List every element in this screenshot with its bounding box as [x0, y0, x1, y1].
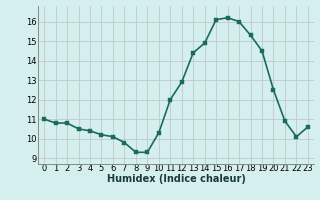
X-axis label: Humidex (Indice chaleur): Humidex (Indice chaleur): [107, 174, 245, 184]
